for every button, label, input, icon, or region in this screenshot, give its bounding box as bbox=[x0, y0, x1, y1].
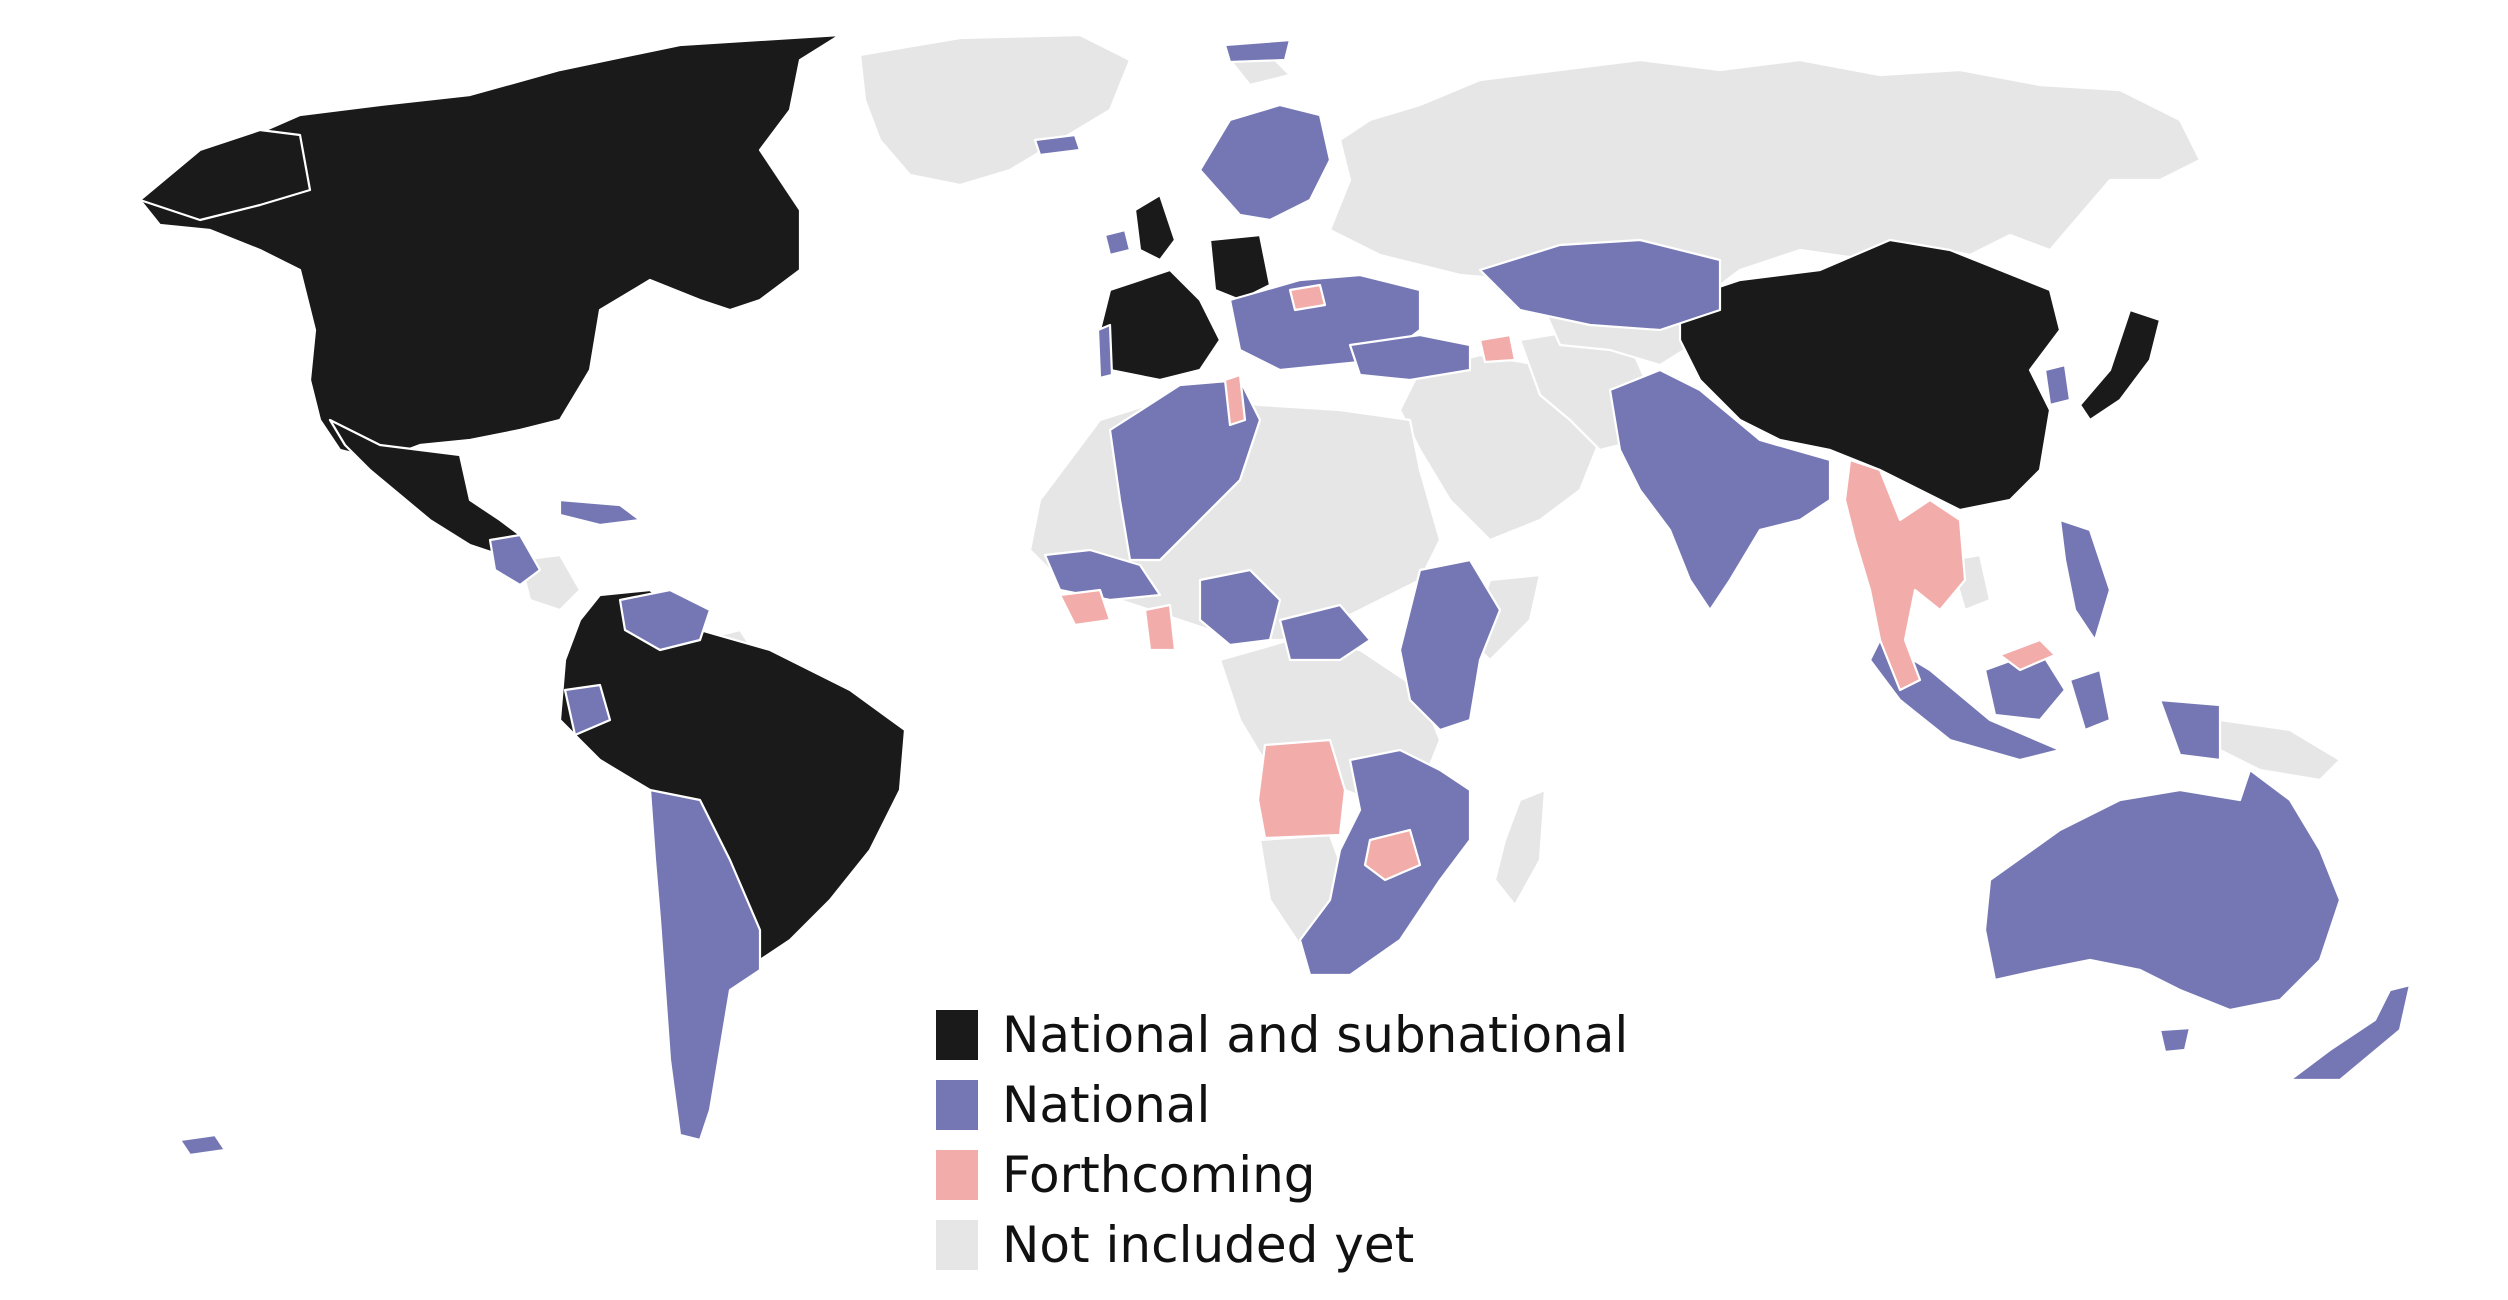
region-iceland bbox=[1033, 133, 1082, 157]
region-france-spain bbox=[1098, 268, 1222, 382]
region-group-national-and-subnational bbox=[138, 33, 2162, 962]
region-philippines bbox=[2058, 518, 2112, 642]
legend-item-forthcoming: Forthcoming bbox=[936, 1140, 1736, 1210]
region-kazakhstan bbox=[1478, 238, 1722, 332]
legend-label: National bbox=[1002, 1076, 1211, 1134]
region-tunisia bbox=[1223, 373, 1247, 427]
region-falklands bbox=[178, 1133, 227, 1157]
region-ghana bbox=[1143, 603, 1177, 652]
region-ecuador bbox=[563, 683, 612, 737]
region-southern-cone bbox=[648, 788, 762, 1142]
region-new-guinea-west bbox=[2158, 698, 2222, 762]
legend-swatch bbox=[936, 1220, 978, 1270]
region-western-europe bbox=[1133, 193, 1177, 262]
region-caribbean bbox=[558, 498, 642, 527]
region-alaska bbox=[138, 128, 312, 222]
region-turkey bbox=[1348, 333, 1472, 382]
region-portugal bbox=[1096, 323, 1114, 380]
region-korea bbox=[2043, 363, 2072, 407]
region-north-america bbox=[138, 33, 842, 462]
region-south-asia bbox=[1608, 368, 1832, 612]
region-australia bbox=[1983, 768, 2342, 1012]
region-west-africa bbox=[1043, 548, 1162, 602]
region-guinea bbox=[1058, 588, 1112, 627]
region-hungary bbox=[1288, 283, 1327, 312]
region-angola bbox=[1256, 738, 1347, 840]
region-nigeria bbox=[1198, 568, 1282, 647]
region-china bbox=[1678, 238, 2062, 512]
legend-item-national-and-subnational: National and subnational bbox=[936, 1000, 1736, 1070]
region-sulawesi bbox=[2068, 668, 2112, 732]
region-greenland bbox=[858, 33, 1132, 187]
region-nordics bbox=[1198, 103, 1332, 222]
region-papua bbox=[2218, 718, 2342, 782]
legend-item-national: National bbox=[936, 1070, 1736, 1140]
region-zimbabwe bbox=[1363, 828, 1422, 882]
region-japan bbox=[2078, 308, 2162, 422]
legend-label: Forthcoming bbox=[1002, 1146, 1316, 1204]
legend-label: Not included yet bbox=[1002, 1216, 1415, 1274]
region-venezuela bbox=[618, 588, 712, 652]
region-mainland-se-asia bbox=[1843, 458, 1967, 692]
region-north-west-africa bbox=[1108, 378, 1262, 562]
region-svalbard bbox=[1223, 38, 1292, 64]
region-south-america-black bbox=[558, 588, 907, 962]
region-ireland bbox=[1103, 228, 1132, 257]
region-russia bbox=[1328, 58, 2202, 302]
legend-swatch bbox=[936, 1080, 978, 1130]
region-new-zealand bbox=[2288, 983, 2412, 1082]
region-indonesia bbox=[1868, 638, 2062, 762]
legend: National and subnational National Forthc… bbox=[936, 1000, 1736, 1280]
legend-label: National and subnational bbox=[1002, 1006, 1629, 1064]
legend-swatch bbox=[936, 1150, 978, 1200]
region-central-america bbox=[488, 533, 542, 587]
region-east-africa bbox=[1398, 558, 1502, 732]
region-tasmania bbox=[2158, 1026, 2192, 1054]
region-madagascar bbox=[1493, 788, 1547, 907]
region-caucasus bbox=[1478, 333, 1517, 364]
legend-item-not-included: Not included yet bbox=[936, 1210, 1736, 1280]
region-malaysia-borneo bbox=[1998, 638, 2057, 672]
region-car bbox=[1278, 603, 1372, 662]
region-group-forthcoming bbox=[1058, 283, 2057, 882]
legend-swatch bbox=[936, 1010, 978, 1060]
